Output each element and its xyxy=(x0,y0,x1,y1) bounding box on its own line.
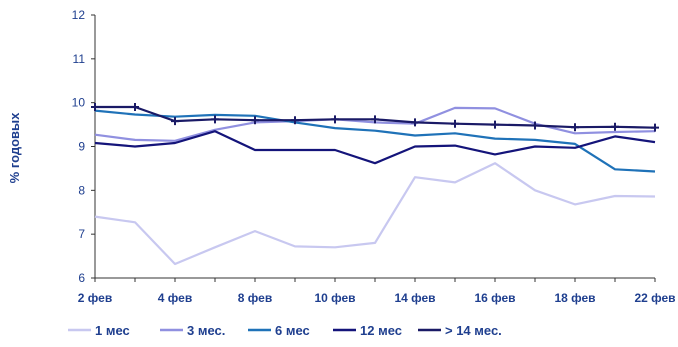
legend: 1 мес 3 мес. 6 мес 12 мес > 14 мес. xyxy=(68,323,502,338)
y-tick-label: 10 xyxy=(72,96,86,110)
legend-item: 1 мес xyxy=(68,323,130,338)
x-tick-label: 18 фев xyxy=(554,291,595,305)
data-point-marker xyxy=(611,123,619,131)
series-line xyxy=(95,131,655,163)
y-tick-label: 11 xyxy=(73,52,86,66)
data-point-marker xyxy=(451,120,459,128)
y-tick-labels: 6 7 8 9 10 11 12 xyxy=(72,8,86,285)
x-tick-label: 14 фев xyxy=(394,291,435,305)
legend-item: 12 мес xyxy=(333,323,402,338)
series-lines xyxy=(91,103,659,264)
data-point-marker xyxy=(491,121,499,129)
legend-label: > 14 мес. xyxy=(445,323,502,338)
y-tick-label: 8 xyxy=(78,183,85,197)
y-axis-label: % годовых xyxy=(7,112,22,183)
legend-item: 6 мес xyxy=(248,323,310,338)
legend-label: 12 мес xyxy=(360,323,402,338)
data-point-marker xyxy=(571,123,579,131)
x-tick-label: 10 фев xyxy=(314,291,355,305)
legend-item: > 14 мес. xyxy=(418,323,502,338)
data-point-marker xyxy=(211,115,219,123)
y-tick-label: 12 xyxy=(72,8,86,22)
data-point-marker xyxy=(331,115,339,123)
legend-item: 3 мес. xyxy=(160,323,225,338)
legend-label: 3 мес. xyxy=(187,323,225,338)
y-tick-label: 9 xyxy=(78,140,85,154)
x-tick-label: 16 фев xyxy=(474,291,515,305)
y-tick-label: 6 xyxy=(78,271,85,285)
data-point-marker xyxy=(411,118,419,126)
y-tick-label: 7 xyxy=(78,227,85,241)
series-line xyxy=(95,163,655,264)
series-1 xyxy=(95,108,655,141)
data-point-marker xyxy=(171,117,179,125)
x-tick-label: 2 фев xyxy=(78,291,112,305)
series-0 xyxy=(95,163,655,264)
series-line xyxy=(95,108,655,141)
data-point-marker xyxy=(131,103,139,111)
legend-label: 1 мес xyxy=(95,323,130,338)
x-tick-label: 22 фев xyxy=(634,291,675,305)
x-tick-label: 8 фев xyxy=(238,291,272,305)
series-3 xyxy=(95,131,655,163)
x-tick-labels: 2 фев 4 фев 8 фев 10 фев 14 фев 16 фев 18 фев 2… xyxy=(78,291,676,305)
legend-label: 6 мес xyxy=(275,323,310,338)
x-tick-label: 4 фев xyxy=(158,291,192,305)
